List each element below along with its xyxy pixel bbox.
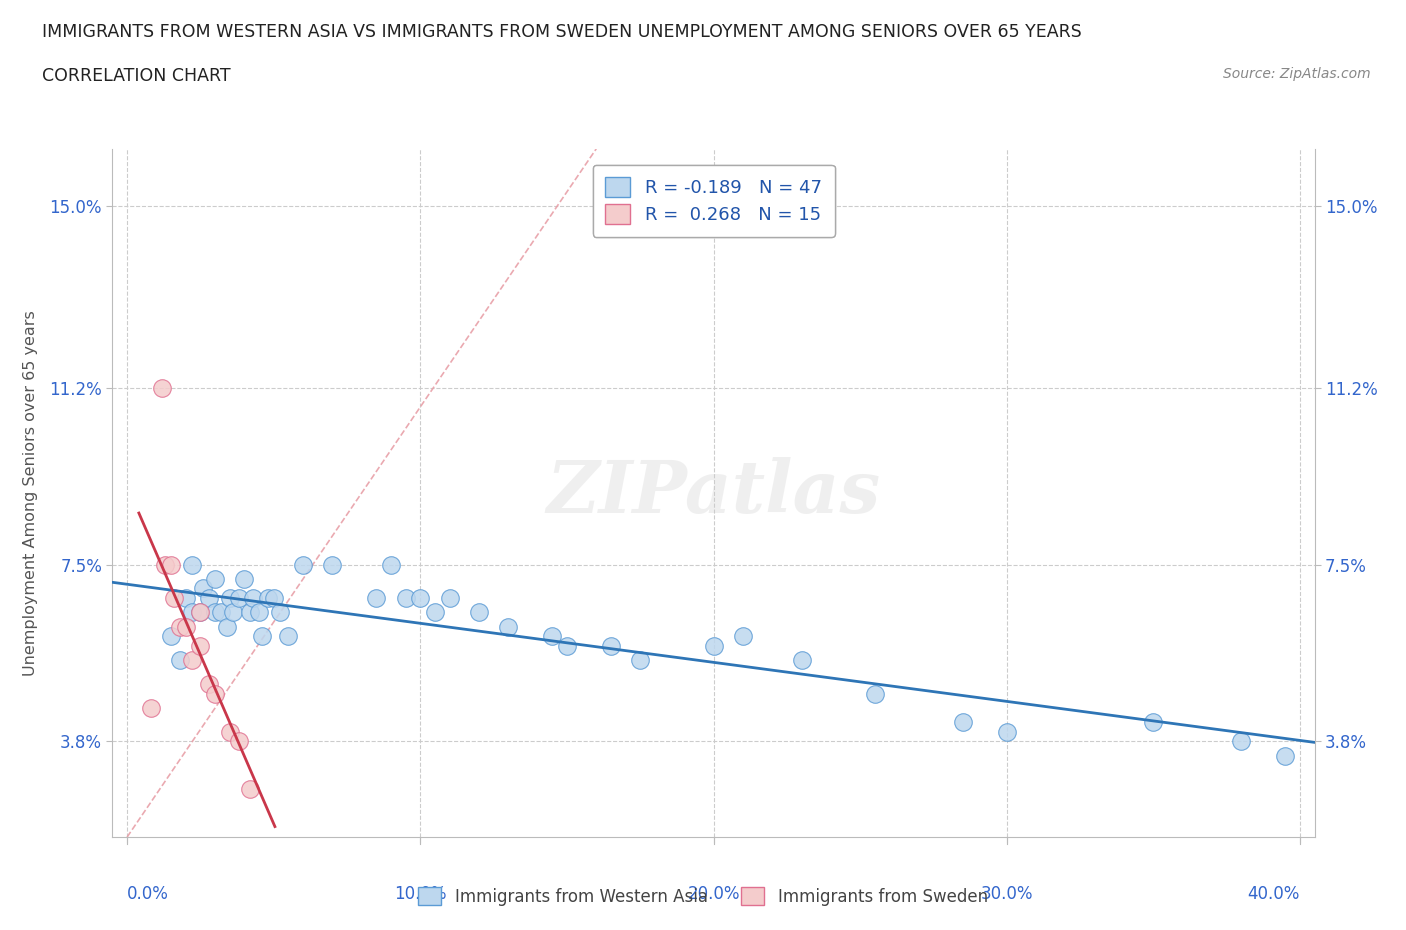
Point <box>160 629 183 644</box>
Point <box>209 604 232 619</box>
Point <box>995 724 1018 739</box>
Legend: R = -0.189   N = 47, R =  0.268   N = 15: R = -0.189 N = 47, R = 0.268 N = 15 <box>592 165 835 237</box>
Point <box>228 734 250 749</box>
Point <box>150 380 173 395</box>
Point <box>233 572 256 587</box>
Point <box>541 629 564 644</box>
Point <box>218 724 240 739</box>
Point <box>1142 715 1164 730</box>
Point <box>204 572 226 587</box>
Point <box>174 591 197 605</box>
Point <box>198 677 221 692</box>
Text: 40.0%: 40.0% <box>1247 885 1301 903</box>
Text: 10.0%: 10.0% <box>394 885 447 903</box>
Point <box>180 604 202 619</box>
Point <box>263 591 285 605</box>
Point <box>250 629 273 644</box>
Point <box>215 619 238 634</box>
Point <box>863 686 886 701</box>
Text: 20.0%: 20.0% <box>688 885 740 903</box>
Point <box>198 591 221 605</box>
Point <box>222 604 245 619</box>
Point <box>731 629 754 644</box>
Point <box>174 619 197 634</box>
Point <box>1230 734 1253 749</box>
Point <box>204 604 226 619</box>
Point <box>366 591 388 605</box>
Point <box>169 619 191 634</box>
Point <box>218 591 240 605</box>
Point <box>600 638 623 653</box>
Point <box>439 591 461 605</box>
Point <box>269 604 291 619</box>
Point <box>247 604 270 619</box>
Point <box>257 591 280 605</box>
Point <box>228 591 250 605</box>
Point <box>468 604 491 619</box>
Point <box>790 653 813 668</box>
Point <box>204 686 226 701</box>
Text: 30.0%: 30.0% <box>980 885 1033 903</box>
Point <box>180 653 202 668</box>
Point <box>239 782 262 797</box>
Text: CORRELATION CHART: CORRELATION CHART <box>42 67 231 85</box>
Point <box>190 638 212 653</box>
Text: Source: ZipAtlas.com: Source: ZipAtlas.com <box>1223 67 1371 81</box>
Point <box>952 715 974 730</box>
Point <box>1274 749 1296 764</box>
Point <box>628 653 651 668</box>
Point <box>395 591 418 605</box>
Text: ZIPatlas: ZIPatlas <box>547 458 880 528</box>
Point <box>702 638 725 653</box>
Text: 0.0%: 0.0% <box>127 885 169 903</box>
Point <box>190 604 212 619</box>
Point <box>155 557 177 572</box>
Point <box>423 604 446 619</box>
Legend: Immigrants from Western Asia, Immigrants from Sweden: Immigrants from Western Asia, Immigrants… <box>412 881 994 912</box>
Point <box>193 581 215 596</box>
Y-axis label: Unemployment Among Seniors over 65 years: Unemployment Among Seniors over 65 years <box>24 310 38 676</box>
Point <box>242 591 264 605</box>
Point <box>139 700 162 715</box>
Point <box>190 604 212 619</box>
Point <box>409 591 432 605</box>
Point <box>169 653 191 668</box>
Text: IMMIGRANTS FROM WESTERN ASIA VS IMMIGRANTS FROM SWEDEN UNEMPLOYMENT AMONG SENIOR: IMMIGRANTS FROM WESTERN ASIA VS IMMIGRAN… <box>42 23 1083 41</box>
Point <box>321 557 343 572</box>
Point <box>160 557 183 572</box>
Point <box>277 629 299 644</box>
Point <box>163 591 186 605</box>
Point <box>380 557 402 572</box>
Point <box>180 557 202 572</box>
Point <box>498 619 520 634</box>
Point <box>555 638 578 653</box>
Point <box>292 557 315 572</box>
Point <box>239 604 262 619</box>
